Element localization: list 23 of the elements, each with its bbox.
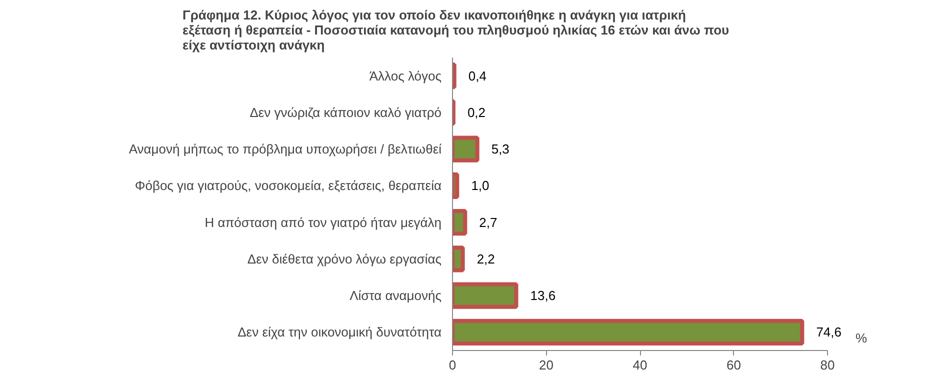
data-label: 1,0 [471, 178, 490, 194]
chart-title: Γράφημα 12. Κύριος λόγος για τον οποίο δεν ικανοποιήθηκε η ανάγκη για ιατρική εξέταση ή θεραπεία - Ποσοστιαία κατανομή του πληθυσμού ηλικίας 16 ετών και άνω που είχε αντίστοιχη ανάγκη [182, 8, 730, 52]
data-label: 74,6 [816, 324, 842, 340]
data-label: 2,7 [479, 214, 498, 230]
data-label: 2,2 [476, 251, 495, 266]
data-label: 0,4 [468, 68, 486, 84]
y-tick-label: Δεν διέθετα χρόνο λόγω εργασίας [247, 251, 442, 266]
y-tick-label: Φόβος για γιατρούς, νοσοκομεία, εξετάσεις, θεραπεία [134, 178, 442, 194]
x-tick-label: 40 [632, 358, 648, 372]
y-tick-label: Λίστα αναμονής [350, 288, 442, 304]
y-tick-label: Δεν γνώριζα κάποιον καλό γιατρό [250, 104, 442, 120]
y-tick-label: Η απόσταση από τον γιατρό ήταν μεγάλη [204, 214, 442, 230]
x-tick-label: 80 [820, 358, 835, 372]
x-tick-label: 0 [448, 358, 456, 372]
data-label: 0,2 [467, 104, 486, 120]
y-tick-label: Αναμονή μήπως το πρόβλημα υποχωρήσει / βελτιωθεί [128, 142, 442, 157]
data-label: 5,3 [491, 142, 510, 157]
data-label: 13,6 [530, 288, 556, 304]
y-tick-label: Άλλος λόγος [369, 68, 442, 84]
y-tick-label: Δεν είχα την οικονομική δυνατότητα [238, 324, 442, 340]
x-axis-title: % [856, 330, 868, 346]
x-tick-label: 20 [539, 358, 554, 372]
x-tick-label: 60 [726, 358, 741, 372]
